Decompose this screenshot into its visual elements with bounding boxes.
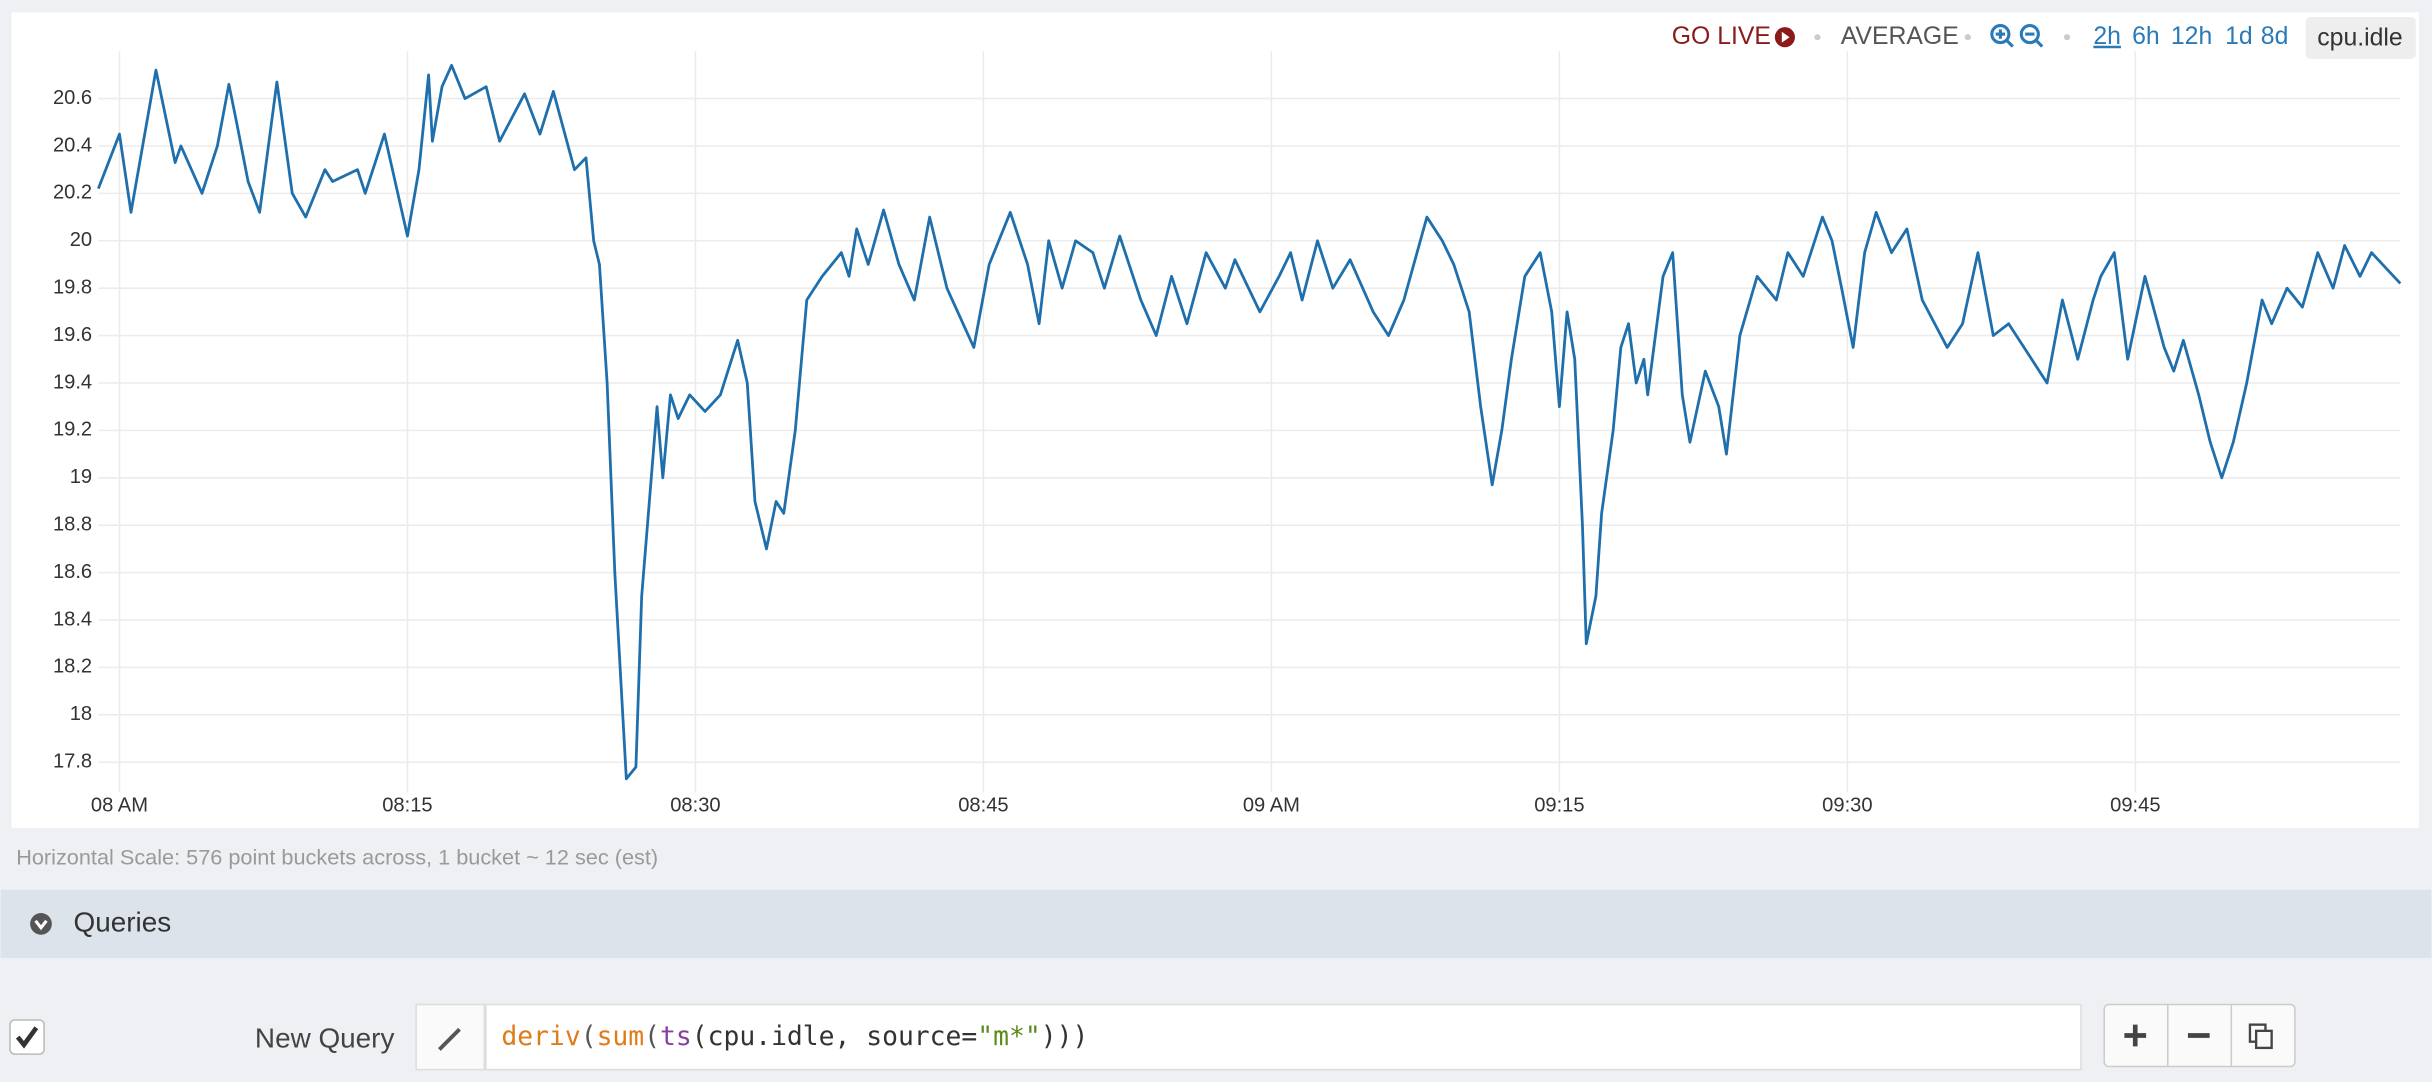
x-tick-label: 09:45 — [2110, 794, 2160, 816]
y-tick-label: 19.4 — [53, 371, 92, 393]
add-query[interactable] — [2124, 1024, 2147, 1047]
separator — [2063, 34, 2071, 41]
scale-note: Horizontal Scale: 576 point buckets acro… — [16, 845, 658, 870]
token: "m*" — [977, 1022, 1040, 1052]
y-tick-label: 18 — [70, 703, 92, 725]
plot: 17.8 18 18.2 18.4 18.6 18.8 19 19.2 19.4 19.6 19.8… — [53, 51, 2402, 816]
y-tick-label: 19.2 — [53, 419, 92, 441]
y-tick-label: 20.6 — [53, 87, 92, 109]
range-link[interactable]: 12h — [2171, 23, 2212, 50]
go-live[interactable]: GO LIVE — [1672, 23, 1771, 50]
chart-panel — [11, 12, 2419, 828]
query-label: New Query — [255, 1023, 395, 1054]
range-link[interactable]: 2h — [2093, 23, 2121, 50]
separator — [1964, 34, 1971, 41]
y-tick-label: 20.4 — [53, 134, 92, 156]
range-link[interactable]: 8d — [2261, 23, 2289, 50]
token: (cpu.idle, source= — [692, 1022, 978, 1052]
zoom-in[interactable] — [1990, 24, 2011, 45]
range-link[interactable]: 6h — [2132, 23, 2160, 50]
wand-button[interactable] — [415, 1003, 486, 1071]
y-tick-label: 18.4 — [53, 608, 92, 630]
zoom-out[interactable] — [2019, 24, 2040, 45]
token: ( — [581, 1022, 597, 1052]
token: ts — [660, 1022, 692, 1052]
x-tick-label: 08:30 — [670, 794, 720, 816]
x-tick-label: 09 AM — [1243, 794, 1300, 816]
y-tick-label: 20.2 — [53, 182, 92, 204]
series-line — [97, 63, 2402, 781]
x-tick-label: 08:15 — [382, 794, 432, 816]
y-tick-label: 18.6 — [53, 561, 92, 583]
token: ( — [644, 1022, 660, 1052]
collapse-icon[interactable] — [30, 913, 52, 935]
separator — [1814, 34, 1821, 41]
y-tick-label: 19.8 — [53, 277, 92, 299]
metric-name: cpu.idle — [2317, 24, 2402, 51]
y-tick-label: 19 — [70, 466, 92, 488]
y-tick-label: 18.2 — [53, 656, 92, 678]
collapse-glyph — [34, 919, 48, 931]
x-tick-label: 08 AM — [91, 794, 148, 816]
token: sum — [597, 1022, 645, 1052]
query-input[interactable] — [485, 1003, 2082, 1071]
aggregation[interactable]: AVERAGE — [1841, 23, 1959, 50]
y-tick-label: 17.8 — [53, 751, 92, 773]
play-glyph — [1781, 31, 1790, 43]
token: deriv — [501, 1022, 580, 1052]
y-tick-label: 18.8 — [53, 514, 92, 536]
y-tick-label: 19.6 — [53, 324, 92, 346]
queries-title: Queries — [74, 906, 172, 937]
queries-bar[interactable] — [0, 889, 2432, 958]
zoom-icons — [1990, 24, 2044, 48]
wand-glyph — [438, 1027, 461, 1051]
copy-glyph — [2254, 1029, 2273, 1050]
x-tick-label: 08:45 — [958, 794, 1008, 816]
range-link[interactable]: 1d — [2225, 23, 2253, 50]
token: ))) — [1041, 1022, 1089, 1052]
y-tick-label: 20 — [70, 229, 92, 251]
metric-box — [2305, 17, 2416, 59]
range-links: 2h 6h 12h 1d 8d — [2093, 23, 2288, 50]
x-tick-label: 09:15 — [1534, 794, 1584, 816]
query-text: deriv(sum(ts(cpu.idle, source="m*"))) — [501, 1022, 1088, 1052]
checkmark — [15, 1026, 39, 1049]
x-tick-label: 09:30 — [1822, 794, 1872, 816]
